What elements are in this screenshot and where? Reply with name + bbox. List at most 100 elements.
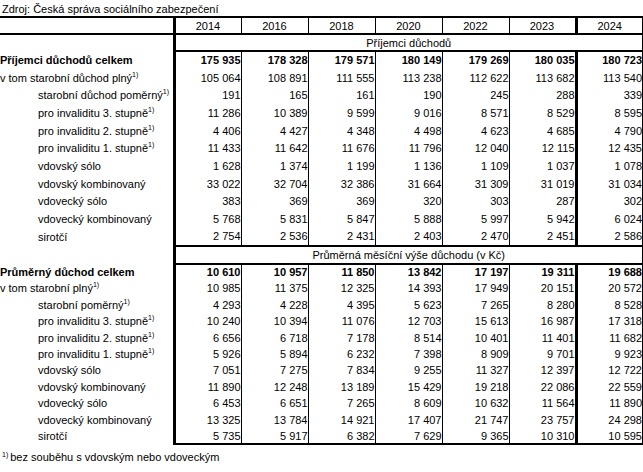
value-cell: 1 374 [241, 157, 308, 175]
value-cell: 179 269 [442, 51, 509, 69]
row-label: pro invaliditu 3. stupně1) [0, 104, 174, 122]
value-cell: 1 078 [576, 157, 643, 175]
value-cell: 10 310 [509, 428, 576, 444]
section-header-average: Průměrná měsíční výše důchodu (v Kč) [174, 246, 643, 264]
value-cell: 190 [375, 86, 442, 104]
value-cell: 16 987 [509, 313, 576, 329]
row-label: pro invaliditu 1. stupně1) [0, 346, 174, 362]
value-cell: 5 847 [308, 210, 375, 228]
value-cell: 369 [241, 193, 308, 211]
table-row: starobní poměrný1)4 2934 2284 3955 6237 … [0, 296, 643, 312]
table-row: sirotčí2 7542 5362 4312 4032 4702 4512 5… [0, 228, 643, 246]
footnote-reference: 1) [148, 331, 154, 338]
value-cell: 12 397 [509, 362, 576, 378]
value-cell: 7 265 [442, 296, 509, 312]
value-cell: 11 564 [509, 395, 576, 411]
value-cell: 12 722 [576, 362, 643, 378]
value-cell: 11 796 [375, 139, 442, 157]
row-label: pro invaliditu 1. stupně1) [0, 139, 174, 157]
year-header-2018: 2018 [308, 18, 375, 34]
value-cell: 1 199 [308, 157, 375, 175]
value-cell: 10 610 [174, 264, 241, 280]
table-row: vdovecký sólo6 4536 6517 2658 60910 6321… [0, 395, 643, 411]
table-row: vdovecký kombinovaný13 32513 78414 92117… [0, 412, 643, 428]
value-cell: 4 228 [241, 296, 308, 312]
value-cell: 9 016 [375, 104, 442, 122]
value-cell: 8 909 [442, 346, 509, 362]
value-cell: 2 754 [174, 228, 241, 246]
footnote-reference: 1) [124, 298, 130, 305]
value-cell: 22 086 [509, 379, 576, 395]
value-cell: 10 401 [442, 329, 509, 345]
row-label: sirotčí [0, 228, 174, 246]
footnote: 1)bez souběhu s vdovským nebo vdoveckým [2, 451, 643, 463]
value-cell: 2 451 [509, 228, 576, 246]
value-cell: 1 109 [442, 157, 509, 175]
value-cell: 15 613 [442, 313, 509, 329]
value-cell: 32 704 [241, 175, 308, 193]
value-cell: 4 395 [308, 296, 375, 312]
table-row: vdovský kombinovaný33 02232 70432 38631 … [0, 175, 643, 193]
value-cell: 5 917 [241, 428, 308, 444]
value-cell: 10 632 [442, 395, 509, 411]
table-row: vdovský kombinovaný11 89012 24813 18915 … [0, 379, 643, 395]
value-cell: 8 595 [576, 104, 643, 122]
footnote-reference: 1) [132, 71, 138, 78]
value-cell: 12 325 [308, 280, 375, 296]
value-cell: 10 985 [174, 280, 241, 296]
value-cell: 4 348 [308, 122, 375, 140]
value-cell: 6 382 [308, 428, 375, 444]
value-cell: 165 [241, 86, 308, 104]
value-cell: 4 498 [375, 122, 442, 140]
value-cell: 19 311 [509, 264, 576, 280]
value-cell: 175 935 [174, 51, 241, 69]
row-label: v tom starobní důchod plný1) [0, 69, 174, 87]
value-cell: 180 723 [576, 51, 643, 69]
value-cell: 7 629 [375, 428, 442, 444]
value-cell: 11 327 [442, 362, 509, 378]
value-cell: 13 842 [375, 264, 442, 280]
value-cell: 2 403 [375, 228, 442, 246]
value-cell: 6 453 [174, 395, 241, 411]
table-row: starobní důchod poměrný1)191165161190245… [0, 86, 643, 104]
table-row: v tom starobní důchod plný1)105 064108 8… [0, 69, 643, 87]
value-cell: 33 022 [174, 175, 241, 193]
table-row: pro invaliditu 1. stupně1)11 43311 64211… [0, 139, 643, 157]
row-label: v tom starobní plný1) [0, 280, 174, 296]
year-header-2023: 2023 [509, 18, 576, 34]
footnote-text: bez souběhu s vdovským nebo vdoveckým [10, 451, 219, 463]
table-row: v tom starobní plný1)10 98511 37512 3251… [0, 280, 643, 296]
value-cell: 19 688 [576, 264, 643, 280]
value-cell: 161 [308, 86, 375, 104]
pension-table: 2014201620182020202220232024 Příjemci dů… [0, 18, 643, 445]
value-cell: 5 831 [241, 210, 308, 228]
corner-cell [0, 18, 174, 34]
table-row: vdovecký kombinovaný5 7685 8315 8475 888… [0, 210, 643, 228]
value-cell: 8 528 [576, 296, 643, 312]
value-cell: 180 149 [375, 51, 442, 69]
value-cell: 21 747 [442, 412, 509, 428]
value-cell: 1 037 [509, 157, 576, 175]
value-cell: 7 051 [174, 362, 241, 378]
value-cell: 13 189 [308, 379, 375, 395]
value-cell: 287 [509, 193, 576, 211]
row-label: Příjemci důchodů celkem [0, 51, 174, 69]
value-cell: 4 293 [174, 296, 241, 312]
value-cell: 4 685 [509, 122, 576, 140]
value-cell: 11 286 [174, 104, 241, 122]
value-cell: 2 470 [442, 228, 509, 246]
year-header-row: 2014201620182020202220232024 [0, 18, 643, 34]
value-cell: 6 651 [241, 395, 308, 411]
row-label: vdovecký sólo [0, 193, 174, 211]
value-cell: 24 298 [576, 412, 643, 428]
value-cell: 10 595 [576, 428, 643, 444]
value-cell: 10 389 [241, 104, 308, 122]
section-header-recipients: Příjemci důchodů [174, 34, 643, 51]
value-cell: 5 768 [174, 210, 241, 228]
value-cell: 11 676 [308, 139, 375, 157]
value-cell: 2 586 [576, 228, 643, 246]
page: Zdroj: Česká správa sociálního zabezpeče… [0, 0, 643, 463]
footnote-reference: 1) [93, 282, 99, 289]
value-cell: 9 923 [576, 346, 643, 362]
value-cell: 13 784 [241, 412, 308, 428]
